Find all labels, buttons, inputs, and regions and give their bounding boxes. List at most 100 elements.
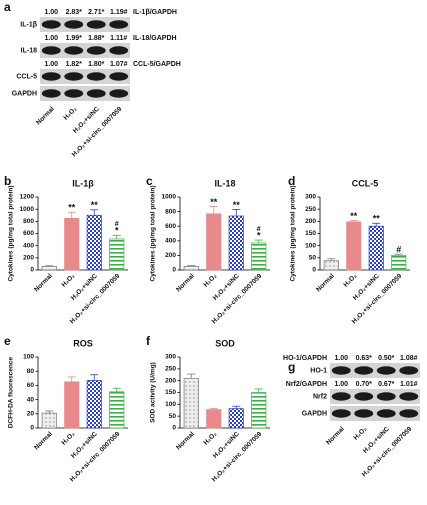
protein-name: IL-18 xyxy=(21,47,37,54)
ratio-value: 1.00 xyxy=(44,61,58,68)
blot-band xyxy=(40,43,130,58)
error-bar xyxy=(45,410,54,414)
y-tick-label: 100 xyxy=(23,354,34,361)
error-bar xyxy=(187,373,196,379)
chart-title: IL-18 xyxy=(214,178,235,188)
ratio-value: 1.19# xyxy=(110,9,128,16)
bar xyxy=(183,266,199,271)
ratio-value: 0.50* xyxy=(378,355,395,362)
y-tick-label: 200 xyxy=(23,255,34,262)
bar xyxy=(41,412,57,429)
significance: # xyxy=(257,226,261,233)
error-bar xyxy=(112,387,121,392)
ratio-value: 1.80* xyxy=(88,61,105,68)
y-tick-label: 800 xyxy=(165,208,176,215)
category-label: H₂O₂ xyxy=(342,273,358,289)
error-bar xyxy=(394,253,403,256)
y-axis-label: SOD activity (U/mg) xyxy=(150,362,157,423)
ratio-value: 1.88* xyxy=(88,35,105,42)
protein-name: GAPDH xyxy=(302,410,327,417)
y-tick-label: 300 xyxy=(165,354,176,361)
ratio-name: IL-18/GAPDH xyxy=(133,35,177,42)
y-tick-label: 1000 xyxy=(20,206,35,213)
y-tick-label: 150 xyxy=(305,230,316,237)
error-bar xyxy=(254,239,263,243)
panel-label: b xyxy=(4,174,11,188)
protein-name: CCL-5 xyxy=(16,73,37,80)
bar xyxy=(228,408,244,429)
y-tick-label: 0 xyxy=(30,267,34,274)
y-tick-label: 250 xyxy=(165,366,176,373)
significance: # xyxy=(396,245,401,255)
bar xyxy=(86,380,102,429)
blot-band xyxy=(40,17,130,32)
category-label: H₂O₂ xyxy=(202,431,218,447)
category-label: Normal xyxy=(325,426,346,447)
error-bar xyxy=(112,234,121,239)
blot-band xyxy=(330,406,420,421)
y-tick-label: 80 xyxy=(27,368,35,375)
category-label: H₂O₂ xyxy=(60,273,76,289)
y-axis-label: Cytokines (pg/mg total protein) xyxy=(8,185,15,281)
significance: ** xyxy=(350,211,358,221)
y-tick-label: 60 xyxy=(27,382,35,389)
ratio-value: 1.00 xyxy=(44,9,58,16)
error-bar xyxy=(232,405,241,409)
error-bar xyxy=(90,374,99,381)
significance: ** xyxy=(68,203,76,213)
bar xyxy=(183,377,199,429)
y-tick-label: 0 xyxy=(172,267,176,274)
y-tick-label: 100 xyxy=(305,242,316,249)
ratio-value: 1.00 xyxy=(334,355,348,362)
ratio-value: 1.82* xyxy=(66,61,83,68)
ratio-value: 2.71* xyxy=(88,9,105,16)
bar xyxy=(206,409,222,429)
bar xyxy=(86,214,102,271)
panel-label: a xyxy=(4,0,11,14)
y-tick-label: 40 xyxy=(27,396,35,403)
error-bar xyxy=(45,265,54,267)
blot-band xyxy=(40,86,130,101)
bar xyxy=(251,242,267,271)
y-tick-label: 0 xyxy=(312,267,316,274)
category-label: H₂O₂ xyxy=(202,273,218,289)
significance: # xyxy=(115,221,119,228)
significance: * xyxy=(115,226,119,236)
panel-label: e xyxy=(4,334,11,348)
protein-name: HO-1 xyxy=(310,367,327,374)
bar xyxy=(64,381,80,429)
error-bar xyxy=(90,209,99,216)
blot-band xyxy=(40,69,130,84)
error-bar xyxy=(187,265,196,267)
y-tick-label: 1200 xyxy=(20,194,35,201)
y-tick-label: 150 xyxy=(165,389,176,396)
ratio-name: Nrf2/GAPDH xyxy=(286,381,327,388)
category-label: H₂O₂ xyxy=(352,426,368,442)
blot-band xyxy=(330,389,420,404)
category-label: Normal xyxy=(315,273,336,294)
error-bar xyxy=(67,376,76,382)
category-label: Normal xyxy=(33,431,54,452)
ratio-value: 1.00 xyxy=(334,381,348,388)
ratio-value: 2.83* xyxy=(66,9,83,16)
error-bar xyxy=(254,388,263,393)
y-tick-label: 0 xyxy=(30,425,34,432)
error-bar xyxy=(209,407,218,410)
category-label: H₂O₂ xyxy=(60,431,76,447)
y-tick-label: 20 xyxy=(27,411,35,418)
y-tick-label: 600 xyxy=(165,223,176,230)
y-tick-label: 50 xyxy=(169,413,177,420)
y-tick-label: 250 xyxy=(305,206,316,213)
bar xyxy=(323,260,339,271)
y-tick-label: 50 xyxy=(309,255,317,262)
bar xyxy=(109,238,125,271)
error-bar xyxy=(327,258,336,261)
panel-label: f xyxy=(146,334,151,348)
bar xyxy=(368,225,384,271)
error-bar xyxy=(232,209,241,216)
y-tick-label: 1000 xyxy=(162,194,177,201)
ratio-name: HO-1/GAPDH xyxy=(283,355,327,362)
ratio-value: 1.00 xyxy=(44,35,58,42)
bar xyxy=(391,255,407,271)
category-label: Normal xyxy=(35,106,56,127)
